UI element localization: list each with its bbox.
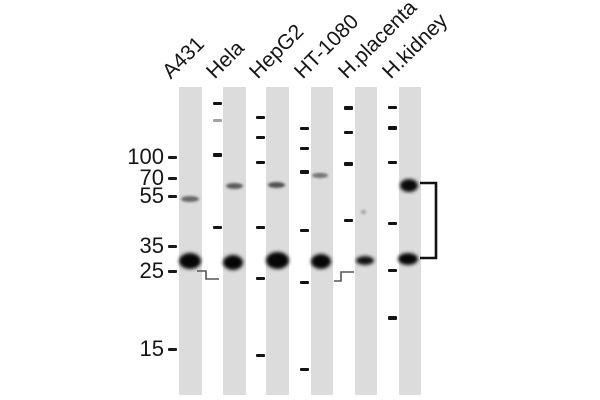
- marker-dash: [213, 153, 222, 157]
- mw-label: 100: [127, 144, 164, 169]
- band: [265, 251, 289, 269]
- band: [398, 253, 418, 265]
- marker-dash: [256, 276, 265, 280]
- marker-dash: [344, 130, 353, 134]
- band: [356, 255, 374, 265]
- marker-dash: [213, 101, 222, 105]
- lane: [266, 87, 289, 395]
- band: [179, 253, 201, 269]
- mw-tick: [168, 347, 177, 351]
- marker-dash: [300, 170, 309, 174]
- mw-tick: [168, 176, 177, 180]
- marker-dash: [300, 228, 309, 232]
- mw-tick: [168, 155, 177, 159]
- marker-dash: [256, 115, 265, 119]
- marker-dash: [388, 316, 397, 320]
- mw-label: 15: [139, 336, 164, 361]
- step-line: [334, 271, 354, 282]
- lane-label: Hela: [202, 36, 249, 84]
- marker-dash: [388, 105, 397, 109]
- marker-dash: [300, 146, 309, 150]
- mw-tick: [168, 269, 177, 273]
- band: [311, 253, 331, 269]
- marker-dash: [344, 162, 353, 166]
- marker-dash: [213, 225, 222, 229]
- marker-dash: [344, 106, 353, 110]
- band: [267, 182, 285, 188]
- lane: [311, 87, 333, 395]
- band: [400, 178, 418, 192]
- lane: [355, 87, 377, 395]
- mw-tick: [168, 194, 177, 198]
- marker-dash: [256, 160, 265, 164]
- band: [223, 254, 243, 270]
- marker-dash: [256, 353, 265, 357]
- lane: [179, 87, 202, 395]
- bracket: [420, 181, 438, 260]
- mw-label: 25: [139, 258, 164, 283]
- marker-dash: [344, 218, 353, 222]
- marker-dash: [300, 367, 309, 371]
- band: [181, 196, 199, 202]
- mw-label: 55: [139, 183, 164, 208]
- mw-tick: [168, 244, 177, 248]
- marker-dash: [256, 225, 265, 229]
- lane: [223, 87, 246, 395]
- lane-label: A431: [158, 32, 209, 84]
- marker-dash: [300, 126, 309, 130]
- mw-label: 70: [139, 165, 164, 190]
- marker-dash: [388, 221, 397, 225]
- marker-dash: [388, 160, 397, 164]
- band: [225, 183, 243, 189]
- mw-label: 35: [139, 233, 164, 258]
- marker-dash: [256, 135, 265, 139]
- lane: [399, 87, 421, 395]
- marker-dash: [388, 268, 397, 272]
- marker-dash: [388, 126, 397, 130]
- band: [360, 210, 366, 214]
- marker-dash: [213, 118, 222, 122]
- band: [312, 172, 328, 178]
- marker-dash: [300, 280, 309, 284]
